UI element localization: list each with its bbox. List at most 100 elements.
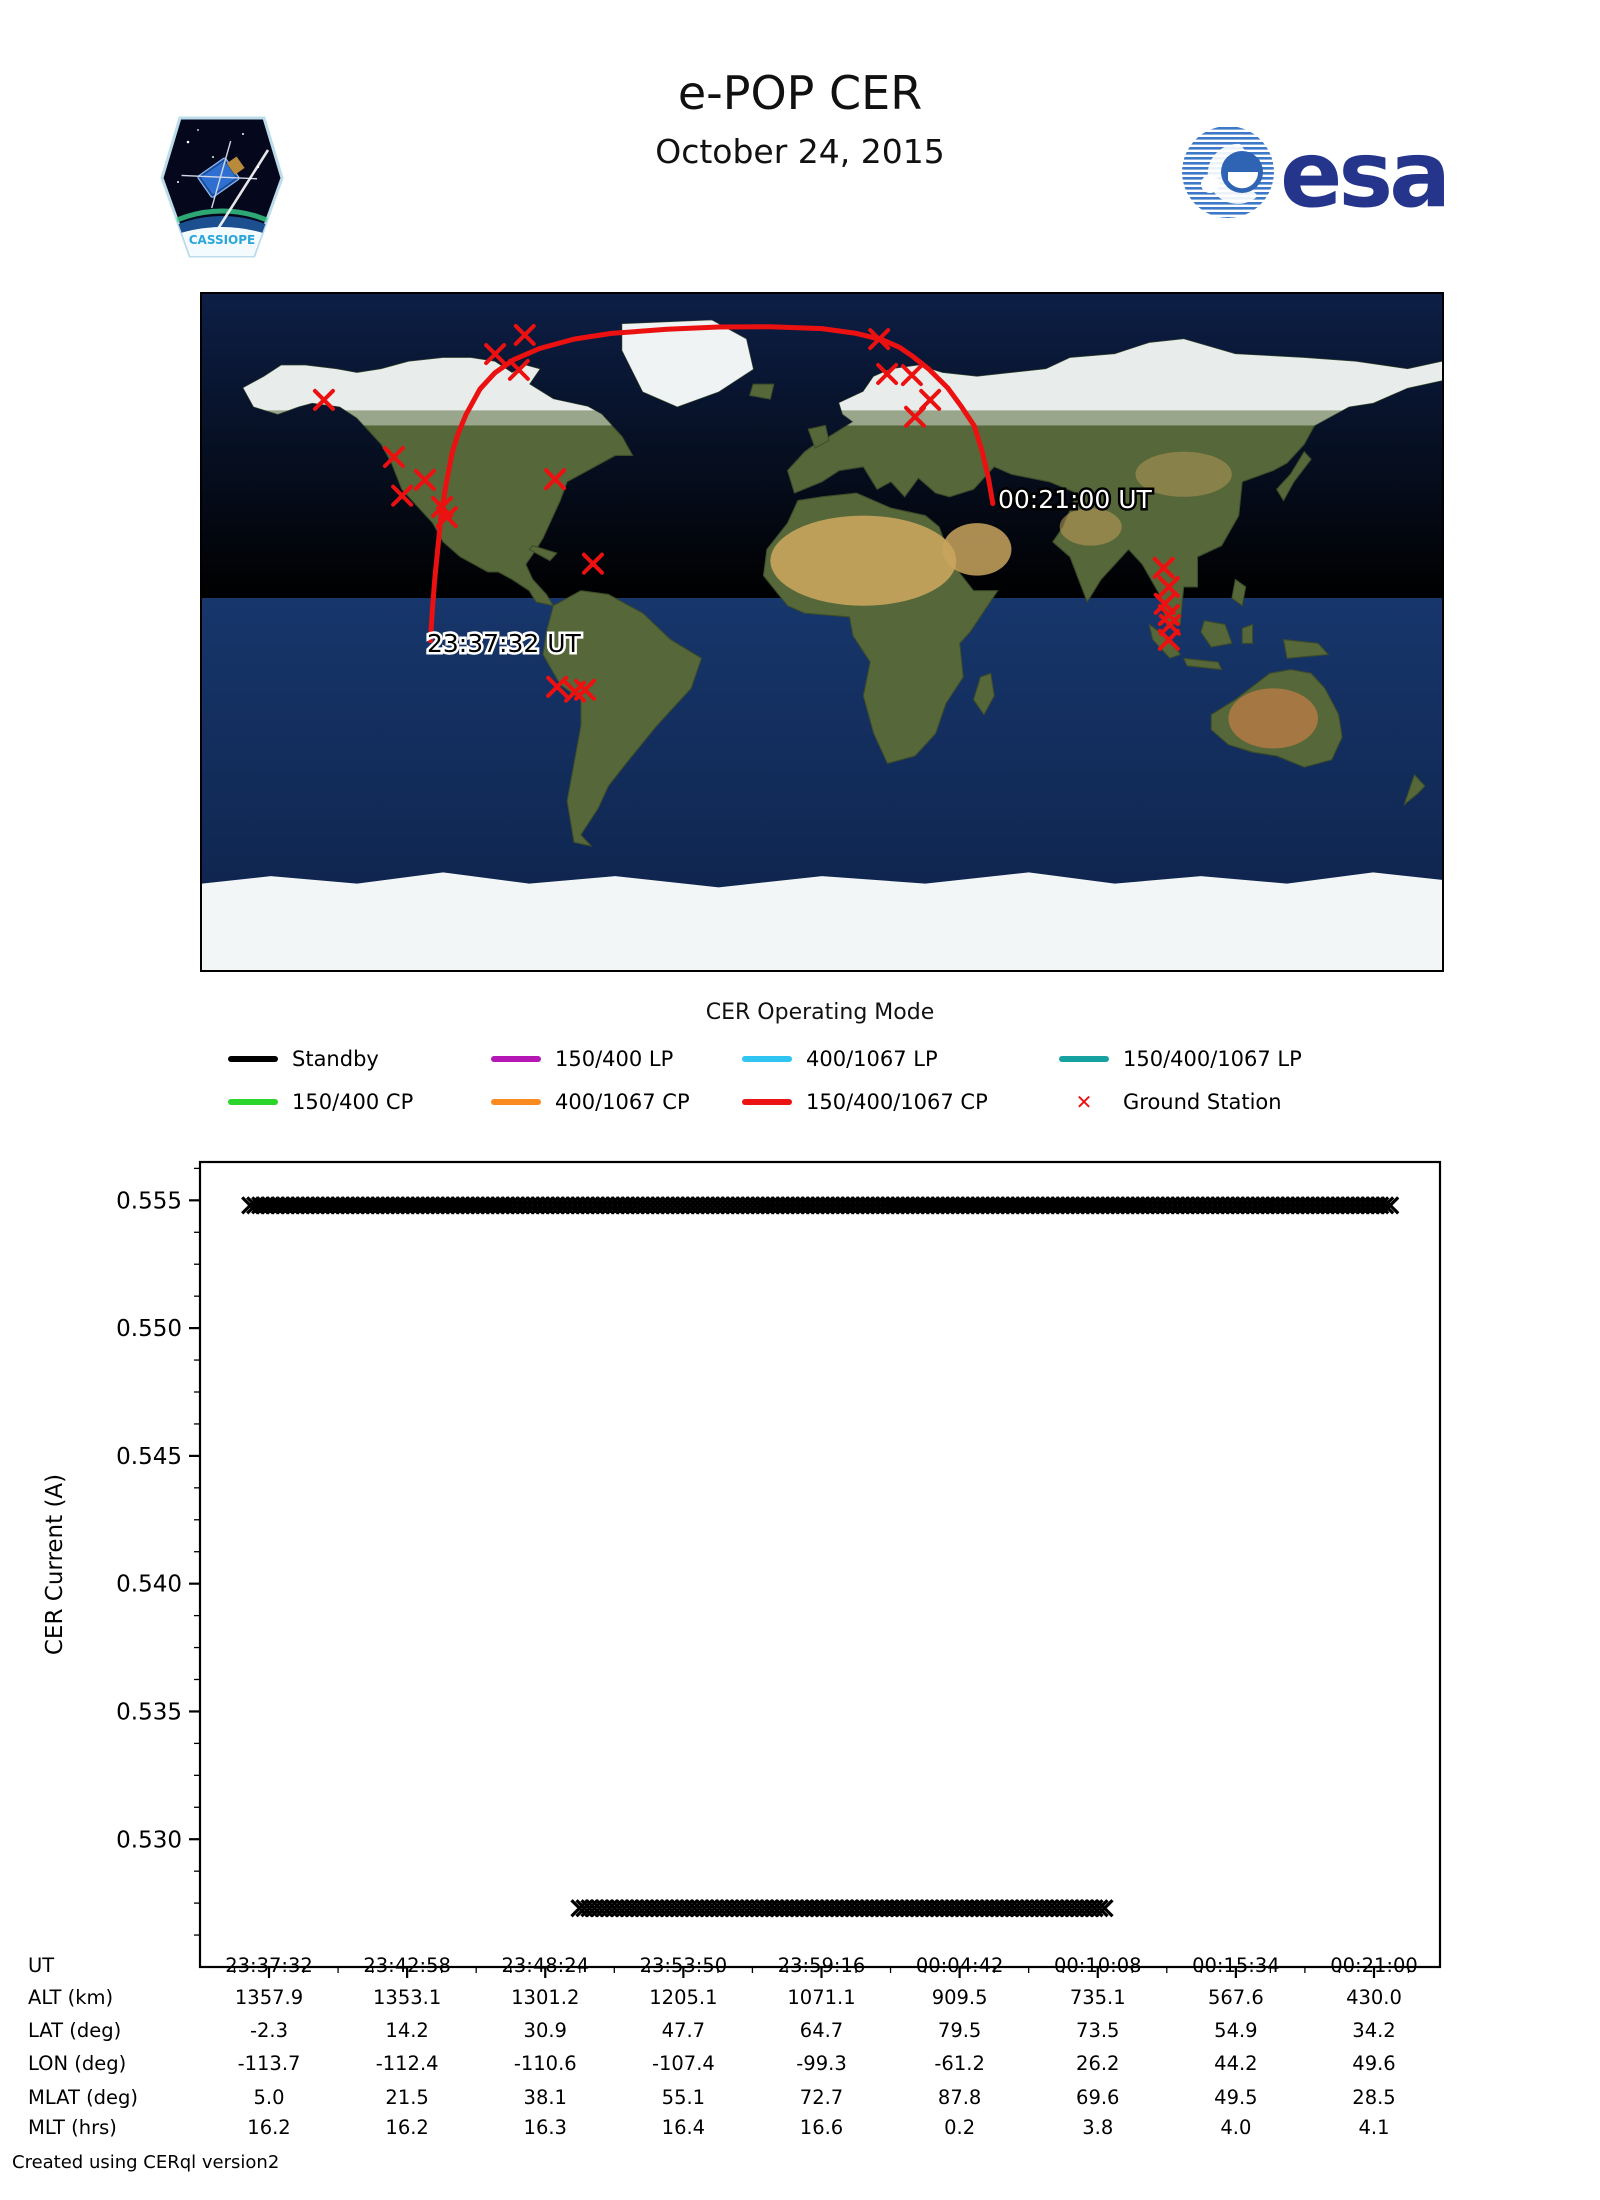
table-cell: 47.7 xyxy=(661,2019,706,2042)
table-cell: -110.6 xyxy=(513,2052,577,2075)
cassiope-mission-patch: CASSIOPE xyxy=(160,116,284,258)
philippines xyxy=(1231,578,1247,607)
new-zealand xyxy=(1403,773,1426,807)
table-cell: 16.6 xyxy=(799,2116,844,2139)
table-cell: 38.1 xyxy=(523,2086,567,2109)
table-cell: 5.0 xyxy=(253,2086,285,2109)
table-cell: -112.4 xyxy=(375,2052,439,2075)
new-guinea xyxy=(1282,638,1330,659)
table-cell: 4.1 xyxy=(1358,2116,1390,2139)
table-row-label: LON (deg) xyxy=(28,2052,127,2075)
legend-line-swatch xyxy=(742,1056,792,1062)
table-cell: 00:21:00 xyxy=(1330,1954,1418,1977)
legend-item-standby: Standby xyxy=(228,1046,379,1072)
table-cell: 55.1 xyxy=(661,2086,706,2109)
table-row-label: ALT (km) xyxy=(28,1986,114,2009)
ground-track-map: 23:37:32 UT 00:21:00 UT xyxy=(200,292,1444,972)
y-tick-label: 0.555 xyxy=(116,1188,182,1214)
legend-line-swatch xyxy=(228,1056,278,1062)
table-cell: 0.2 xyxy=(944,2116,976,2139)
table-cell: 16.2 xyxy=(247,2116,291,2139)
japan xyxy=(1276,450,1312,502)
legend-item-150-400-1067-lp: 150/400/1067 LP xyxy=(1059,1046,1302,1072)
table-cell: -2.3 xyxy=(249,2019,289,2042)
track-start-time-label: 23:37:32 UT xyxy=(427,629,582,658)
table-cell: 23:37:32 xyxy=(225,1954,313,1977)
esa-wordmark: esa xyxy=(1280,122,1447,222)
legend-item-label: 150/400/1067 LP xyxy=(1123,1047,1302,1071)
y-tick-label: 0.535 xyxy=(116,1699,182,1725)
table-cell: 23:48:24 xyxy=(501,1954,590,1977)
table-cell: 54.9 xyxy=(1214,2019,1258,2042)
legend-item-label: Standby xyxy=(292,1047,379,1071)
legend-item-ground-station: ✕ Ground Station xyxy=(1059,1089,1282,1115)
legend-line-swatch xyxy=(491,1056,541,1062)
page-date: October 24, 2015 xyxy=(655,132,945,171)
legend-x-marker-icon: ✕ xyxy=(1075,1090,1093,1114)
table-cell: 34.2 xyxy=(1352,2019,1396,2042)
legend-item-label: Ground Station xyxy=(1123,1090,1282,1114)
patch-mission-name: CASSIOPE xyxy=(189,233,256,247)
legend-line-swatch xyxy=(1059,1056,1109,1062)
antarctica xyxy=(202,872,1442,970)
table-cell: 44.2 xyxy=(1214,2052,1258,2075)
table-row-label: LAT (deg) xyxy=(28,2019,122,2042)
legend-item-400-1067-lp: 400/1067 LP xyxy=(742,1046,938,1072)
legend-item-150-400-lp: 150/400 LP xyxy=(491,1046,673,1072)
legend-item-label: 150/400/1067 CP xyxy=(806,1090,988,1114)
legend-item-400-1067-cp: 400/1067 CP xyxy=(491,1089,690,1115)
legend-item-label: 400/1067 CP xyxy=(555,1090,690,1114)
madagascar xyxy=(972,672,995,716)
credit-note: Created using CERql version2 xyxy=(12,2152,280,2173)
table-cell: 87.8 xyxy=(937,2086,982,2109)
legend-item-label: 400/1067 LP xyxy=(806,1047,938,1071)
table-cell: -99.3 xyxy=(796,2052,847,2075)
y-tick-label: 0.545 xyxy=(116,1444,182,1470)
legend-item-label: 150/400 CP xyxy=(292,1090,414,1114)
table-cell: 735.1 xyxy=(1069,1986,1126,2009)
table-cell: 73.5 xyxy=(1076,2019,1120,2042)
south-america xyxy=(542,590,703,847)
table-cell: 16.4 xyxy=(661,2116,706,2139)
table-cell: 00:04:42 xyxy=(915,1954,1004,1977)
table-cell: 72.7 xyxy=(799,2086,844,2109)
legend-line-swatch xyxy=(491,1099,541,1105)
table-cell: 49.6 xyxy=(1352,2052,1396,2075)
patch-satellite xyxy=(181,140,258,209)
table-cell: 1357.9 xyxy=(234,1986,304,2009)
table-cell: 26.2 xyxy=(1076,2052,1120,2075)
page-title: e-POP CER xyxy=(677,66,923,120)
esa-globe-icon xyxy=(1182,126,1274,218)
table-cell: 567.6 xyxy=(1207,1986,1264,2009)
table-cell: 69.6 xyxy=(1076,2086,1120,2109)
iceland xyxy=(748,383,775,400)
plot-frame xyxy=(198,1160,1442,1969)
y-tick-label: 0.530 xyxy=(116,1827,182,1853)
caribbean xyxy=(528,544,558,562)
sulawesi xyxy=(1241,623,1254,644)
data-marker-band xyxy=(570,1899,1114,1918)
ground-station-markers xyxy=(312,323,1181,703)
british-isles xyxy=(807,424,830,449)
legend-item-label: 150/400 LP xyxy=(555,1047,674,1071)
table-cell: 16.2 xyxy=(385,2116,429,2139)
table-row-label: MLT (hrs) xyxy=(28,2116,117,2139)
legend-title: CER Operating Mode xyxy=(705,1000,935,1025)
table-cell: 1205.1 xyxy=(649,1986,718,2009)
table-cell: 23:53:50 xyxy=(639,1954,728,1977)
table-cell: 16.3 xyxy=(523,2116,567,2139)
table-cell: 49.5 xyxy=(1214,2086,1258,2109)
table-cell: 64.7 xyxy=(799,2019,844,2042)
table-cell: 430.0 xyxy=(1346,1986,1402,2009)
table-row-label: UT xyxy=(28,1954,55,1977)
track-end-time-label: 00:21:00 UT xyxy=(998,485,1153,514)
table-cell: 21.5 xyxy=(385,2086,429,2109)
table-cell: 00:15:34 xyxy=(1192,1954,1280,1977)
patch-aurora xyxy=(162,208,282,256)
table-cell: 4.0 xyxy=(1220,2116,1252,2139)
table-cell: 23:42:58 xyxy=(363,1954,451,1977)
legend-item-150-400-1067-cp: 150/400/1067 CP xyxy=(742,1089,988,1115)
data-marker-band xyxy=(241,1196,1400,1215)
table-row-label: MLAT (deg) xyxy=(28,2086,139,2109)
